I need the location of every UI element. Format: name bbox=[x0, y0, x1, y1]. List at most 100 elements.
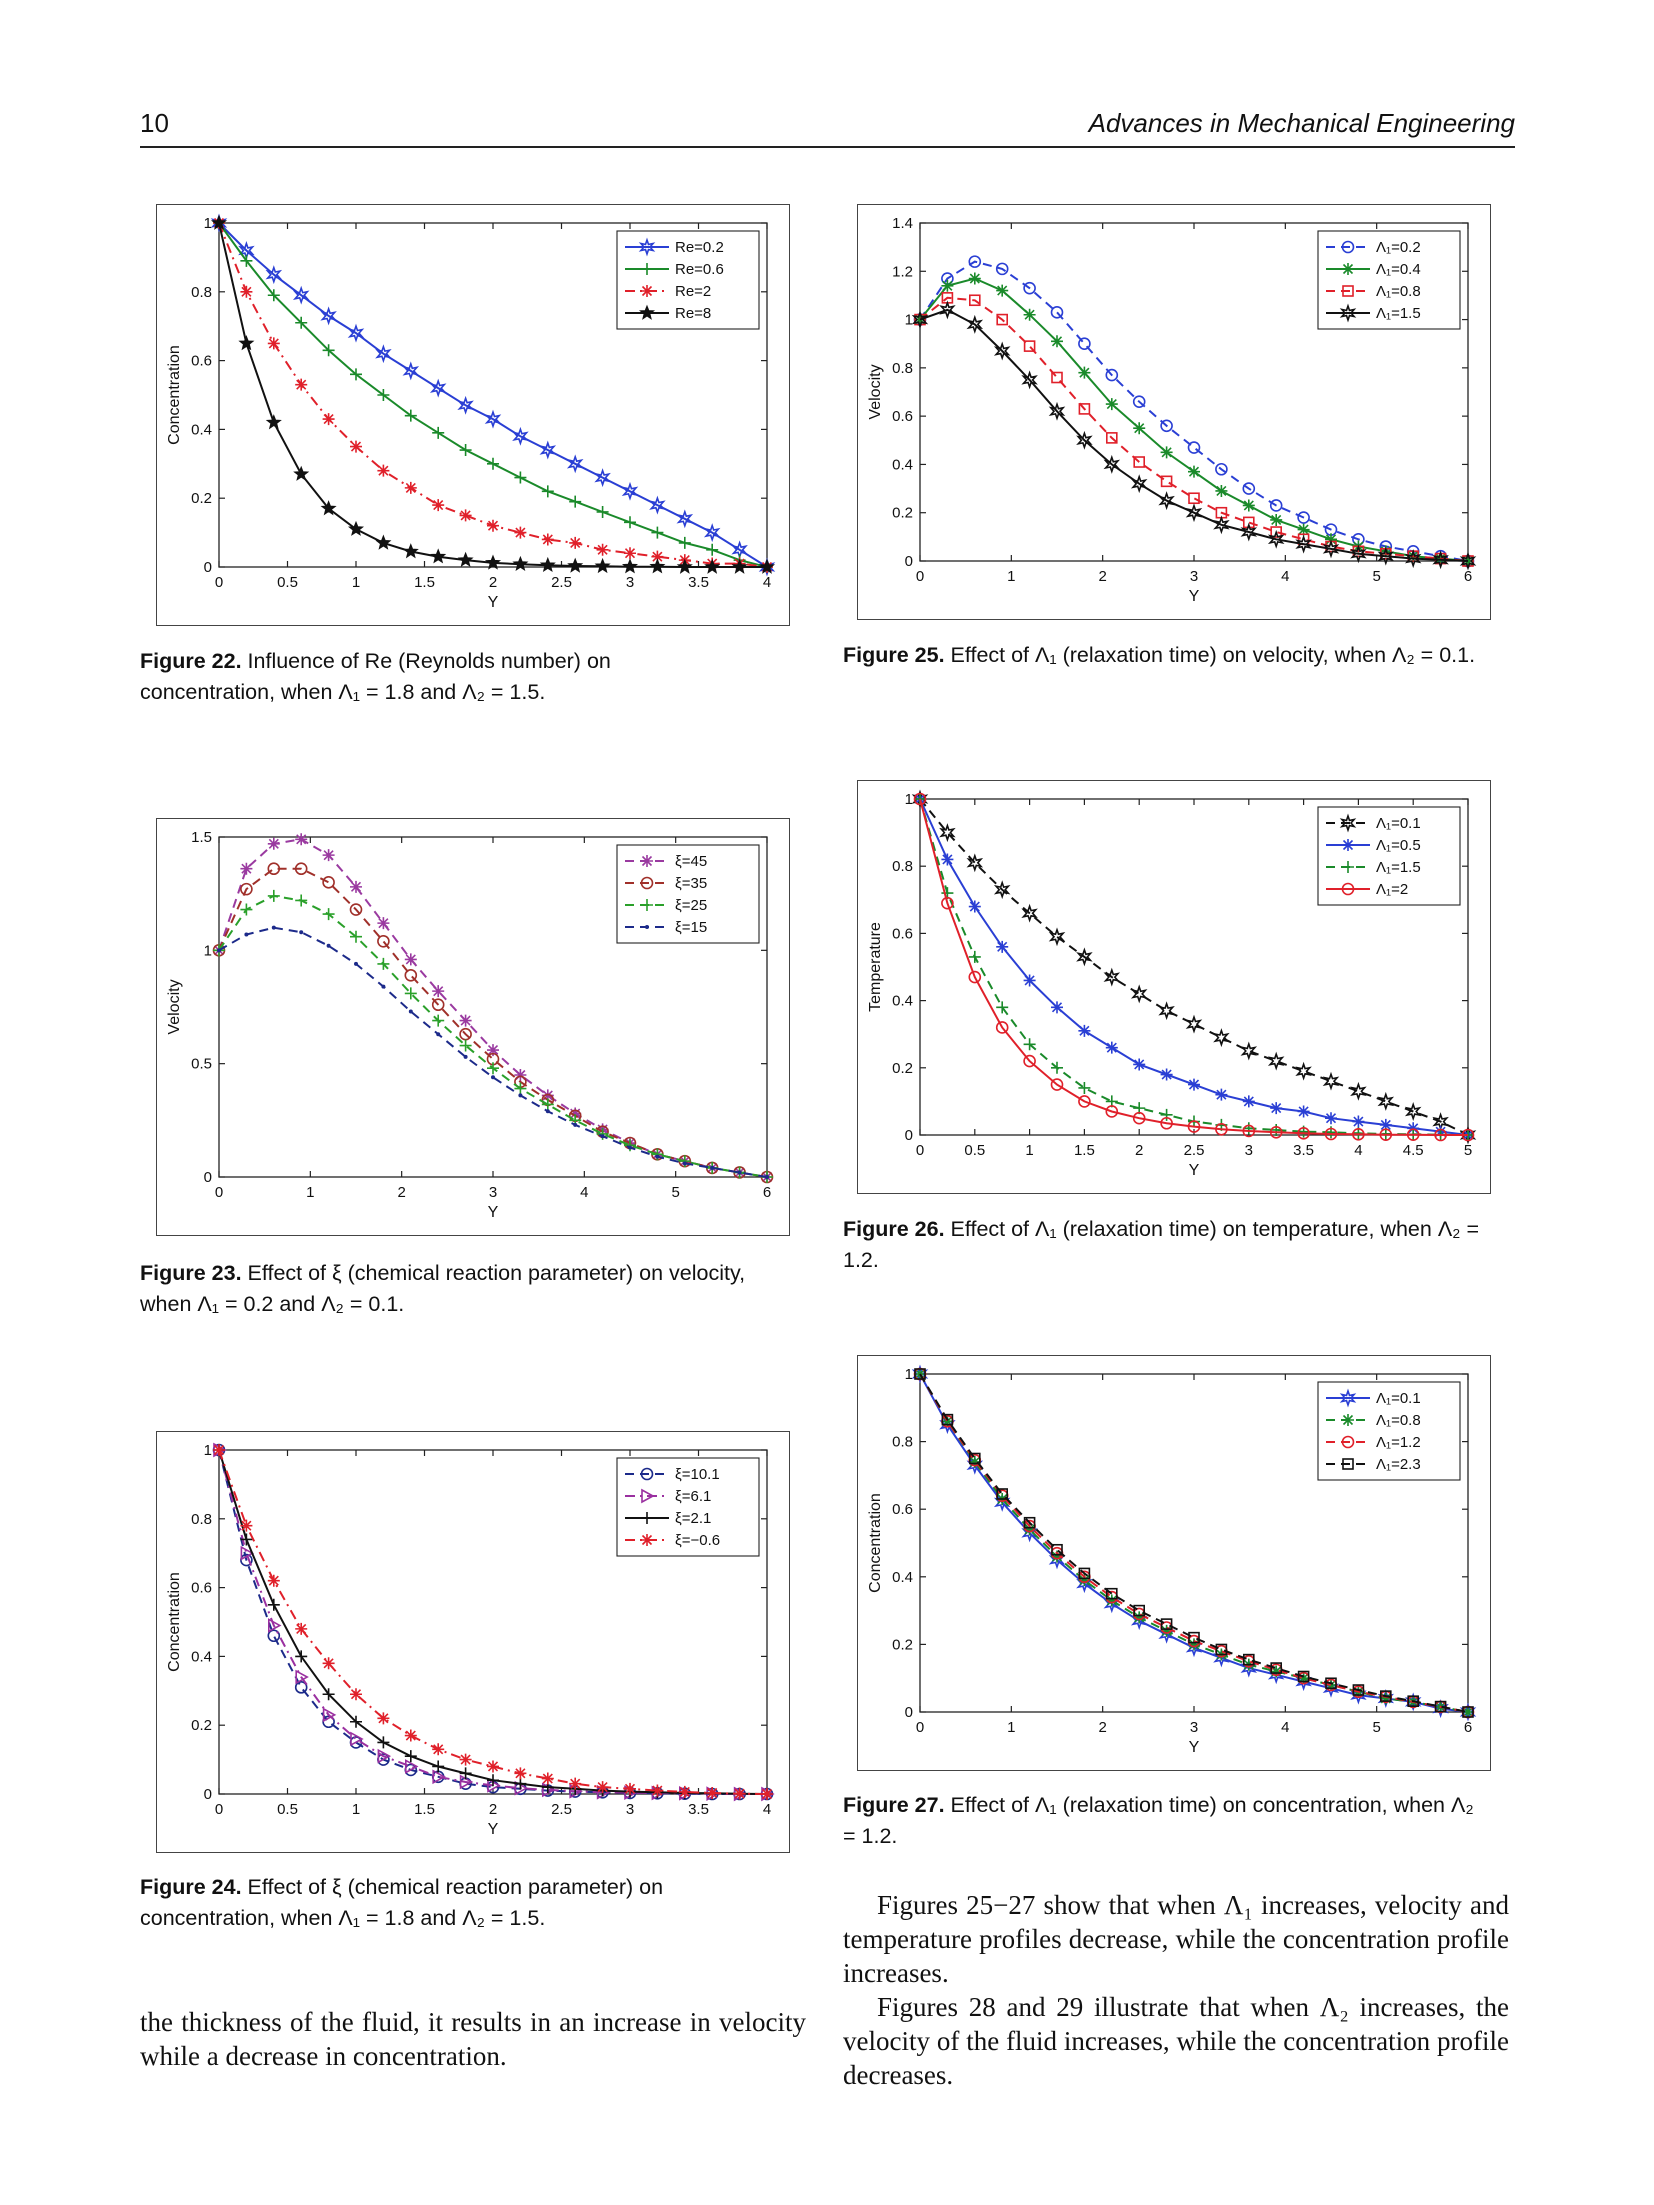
data-point bbox=[514, 1082, 527, 1095]
data-point bbox=[624, 547, 636, 560]
data-point bbox=[1133, 1058, 1146, 1071]
data-point bbox=[968, 950, 981, 963]
data-point bbox=[541, 1098, 554, 1111]
data-point bbox=[758, 557, 776, 577]
data-point bbox=[1105, 368, 1119, 382]
data-point bbox=[295, 378, 308, 391]
x-tick-label: 2 bbox=[1135, 1142, 1143, 1159]
data-point bbox=[1242, 499, 1255, 512]
legend-marker bbox=[1342, 861, 1354, 873]
data-point bbox=[1267, 1051, 1285, 1071]
data-point bbox=[941, 853, 954, 866]
legend-label: Λ₁=0.8 bbox=[1376, 283, 1421, 300]
series-1 bbox=[914, 1368, 1474, 1718]
data-point bbox=[404, 481, 417, 494]
data-point bbox=[624, 1782, 636, 1795]
data-point bbox=[993, 1492, 1011, 1512]
data-point bbox=[1078, 1567, 1091, 1580]
legend-label: Λ₁=0.1 bbox=[1376, 1390, 1421, 1407]
legend-marker bbox=[641, 1534, 653, 1546]
data-point bbox=[1267, 529, 1285, 549]
y-tick-label: 0.4 bbox=[892, 993, 913, 1010]
x-tick-label: 3.5 bbox=[688, 574, 709, 591]
data-point bbox=[1215, 462, 1228, 476]
legend-marker bbox=[641, 899, 653, 911]
data-point bbox=[299, 930, 304, 935]
caption-text: Effect of ξ (chemical reaction parameter… bbox=[140, 1261, 746, 1316]
data-point bbox=[1158, 1001, 1175, 1021]
data-point bbox=[761, 1788, 773, 1800]
x-tick-label: 1 bbox=[1007, 568, 1015, 585]
data-point bbox=[1160, 1068, 1173, 1081]
data-point bbox=[1132, 395, 1146, 408]
legend-label: Λ₁=1.5 bbox=[1376, 305, 1421, 322]
data-point bbox=[1461, 1128, 1475, 1142]
data-point bbox=[966, 1455, 984, 1475]
legend-label: ξ=−0.6 bbox=[675, 1532, 720, 1549]
body-paragraph: Figures 28 and 29 illustrate that when Λ… bbox=[843, 1992, 1509, 2090]
journal-title: Advances in Mechanical Engineering bbox=[1088, 108, 1515, 138]
data-point bbox=[350, 930, 362, 943]
x-tick-label: 4 bbox=[763, 1801, 771, 1818]
legend-marker bbox=[1341, 1435, 1355, 1449]
x-tick-label: 0.5 bbox=[277, 1801, 298, 1818]
data-point bbox=[240, 862, 253, 875]
data-point bbox=[377, 957, 390, 970]
data-point bbox=[649, 495, 666, 515]
fig24-svg: 0 0.5 1 1.5 2 2.5 3 3.5 4 0 0.2 0.4 0.6 0.8 1 Y Concentr… bbox=[166, 1442, 775, 1838]
data-point bbox=[1132, 1111, 1146, 1125]
data-point bbox=[1325, 533, 1337, 546]
data-point bbox=[1404, 1692, 1422, 1712]
data-point bbox=[1379, 1692, 1392, 1705]
data-point bbox=[651, 526, 664, 539]
data-point bbox=[432, 1743, 445, 1756]
legend-marker bbox=[640, 1467, 654, 1481]
data-point bbox=[569, 495, 582, 508]
data-point bbox=[377, 464, 390, 477]
data-point bbox=[294, 862, 308, 876]
y-axis-label: Concentration bbox=[166, 1572, 183, 1672]
data-point bbox=[1213, 1028, 1230, 1048]
data-point bbox=[1023, 281, 1036, 295]
data-point bbox=[1185, 1014, 1203, 1034]
data-point bbox=[1160, 1108, 1173, 1121]
data-point bbox=[404, 987, 417, 1000]
data-point bbox=[1185, 503, 1203, 523]
data-point bbox=[1242, 1095, 1255, 1108]
data-point bbox=[1215, 1088, 1228, 1101]
data-point bbox=[1051, 335, 1063, 348]
data-point bbox=[484, 409, 502, 429]
y-tick-label: 0 bbox=[905, 1127, 913, 1144]
data-point bbox=[1023, 1038, 1036, 1051]
data-point bbox=[350, 440, 362, 453]
data-point bbox=[431, 998, 445, 1012]
data-point bbox=[1322, 539, 1340, 559]
x-axis-label: Y bbox=[1189, 1739, 1200, 1756]
y-tick-label: 0.4 bbox=[892, 456, 913, 473]
data-point bbox=[1324, 1127, 1338, 1141]
legend-label: ξ=45 bbox=[675, 853, 707, 870]
data-point bbox=[322, 1657, 335, 1670]
legend-label: ξ=10.1 bbox=[675, 1466, 720, 1483]
y-axis-label: Concentration bbox=[166, 345, 183, 445]
data-point bbox=[463, 1054, 468, 1059]
y-axis-label: Concentration bbox=[867, 1493, 884, 1593]
legend-label: Re=8 bbox=[675, 305, 711, 322]
data-point bbox=[402, 361, 420, 381]
data-point bbox=[1404, 1102, 1422, 1121]
figure-25-chart: 0 1 2 3 4 5 6 0 0.2 0.4 0.6 0.8 1 1.2 1.4 Y Velocity Λ₁=0… bbox=[857, 204, 1491, 620]
data-point bbox=[1023, 1516, 1036, 1529]
data-point bbox=[996, 940, 1009, 953]
series-line bbox=[218, 867, 768, 1178]
data-point bbox=[541, 1772, 554, 1785]
y-tick-label: 0 bbox=[204, 1169, 212, 1186]
legend-label: ξ=25 bbox=[675, 897, 707, 914]
legend: Λ₁=0.1 Λ₁=0.8 Λ₁=1.2 Λ₁=2.3 bbox=[1317, 1381, 1461, 1481]
data-point bbox=[682, 1161, 687, 1166]
data-point bbox=[1459, 551, 1477, 571]
data-point bbox=[1076, 1574, 1093, 1594]
data-point bbox=[1377, 1689, 1395, 1708]
data-point bbox=[993, 341, 1011, 361]
legend-marker bbox=[638, 304, 656, 320]
data-point bbox=[1270, 513, 1283, 526]
